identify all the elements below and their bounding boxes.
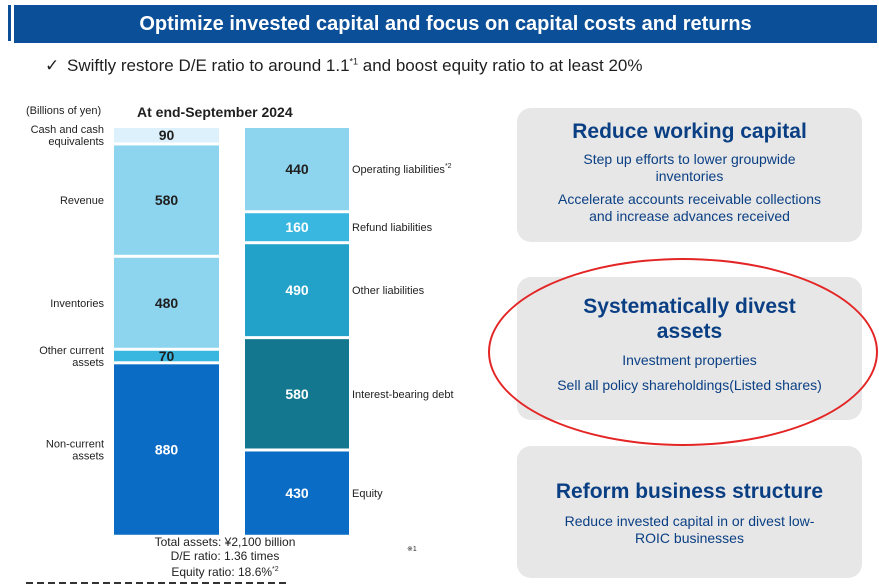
- data-label: 90: [159, 127, 175, 143]
- equity-ratio-line: Equity ratio: 18.6%*2: [120, 563, 330, 579]
- panel-item-investment-properties: Investment properties: [622, 352, 757, 368]
- bar-segment: [114, 257, 219, 348]
- segment-label: Refund liabilities: [352, 222, 433, 234]
- panel-title: Reform business structure: [555, 480, 824, 503]
- page-title: Optimize invested capital and focus on c…: [139, 12, 752, 35]
- bar-segment: [114, 364, 219, 535]
- segment-label: Equity: [352, 488, 383, 500]
- data-label: 580: [155, 192, 179, 208]
- panel-item-policy-shareholdings: Sell all policy shareholdings(Listed sha…: [557, 377, 822, 393]
- goal-note-ref: *1: [349, 56, 359, 67]
- bar-segment: [245, 451, 349, 535]
- bar-segment: [245, 244, 349, 337]
- totals-summary: Total assets: ¥2,100 billion D/E ratio: …: [120, 535, 330, 579]
- data-label: 480: [155, 295, 179, 311]
- panel-title: Reduce working capital: [572, 120, 807, 143]
- goal-statement: ✓ Swiftly restore D/E ratio to around 1.1…: [45, 56, 643, 76]
- unit-label: (Billions of yen): [26, 105, 102, 117]
- segment-label: Non-current assets: [46, 439, 105, 463]
- total-assets-text: Total assets: ¥2,100 billion: [154, 535, 296, 549]
- bar-segment: [114, 145, 219, 255]
- segment-label: Cash and cash equivalents: [31, 124, 105, 148]
- segment-label: Other current assets: [39, 345, 104, 369]
- equity-ratio-text: Equity ratio: 18.6%: [171, 565, 273, 579]
- bar-segment: [245, 339, 349, 449]
- data-label: 490: [285, 282, 309, 298]
- segment-label: Revenue: [60, 195, 104, 207]
- equity-ratio-note: *2: [272, 566, 279, 573]
- checkmark-icon: ✓: [45, 56, 60, 75]
- segment-label: Operating liabilities*2: [352, 163, 452, 176]
- header-banner: Optimize invested capital and focus on c…: [8, 5, 877, 43]
- bar-segment: [245, 213, 349, 242]
- data-label: 580: [285, 386, 309, 402]
- panel-reform-business: Reform business structure Reduce investe…: [517, 446, 862, 578]
- data-label: 160: [285, 219, 309, 235]
- data-label: 430: [285, 485, 309, 501]
- bar-segment: [114, 128, 219, 143]
- panel-item-receivables: Accelerate accounts receivable collectio…: [557, 191, 822, 224]
- footnote-mark: ※1: [407, 546, 417, 553]
- balance-sheet-chart: 90 Cash and cash equivalents 580 Revenue 480 I…: [31, 124, 454, 535]
- panel-reduce-working-capital: Reduce working capital Step up efforts t…: [517, 108, 862, 242]
- data-label: 880: [155, 442, 179, 458]
- goal-text-part2: and boost equity ratio to at least 20%: [358, 56, 643, 75]
- segment-label: Interest-bearing debt: [352, 389, 454, 401]
- data-label: 440: [285, 161, 309, 177]
- goal-text-part1: Swiftly restore D/E ratio to around 1.1: [67, 56, 350, 75]
- bar-segment: [114, 350, 219, 362]
- de-ratio-text: D/E ratio: 1.36 times: [170, 549, 280, 563]
- panel-item-low-roic: Reduce invested capital in or divest low…: [564, 513, 815, 546]
- chart-title: At end-September 2024: [137, 104, 293, 120]
- panel-title: Systematically divest assets: [583, 295, 796, 343]
- bar-segment: [245, 128, 349, 211]
- panel-item-inventories: Step up efforts to lower groupwide invent…: [583, 151, 796, 184]
- panel-divest-assets: Systematically divest assets Investment p…: [517, 277, 862, 420]
- cropped-footnote-line: [26, 577, 286, 585]
- header-edge-accent: [8, 5, 11, 41]
- data-label: 70: [159, 348, 175, 364]
- segment-label: Inventories: [50, 298, 104, 310]
- segment-label: Other liabilities: [352, 285, 425, 297]
